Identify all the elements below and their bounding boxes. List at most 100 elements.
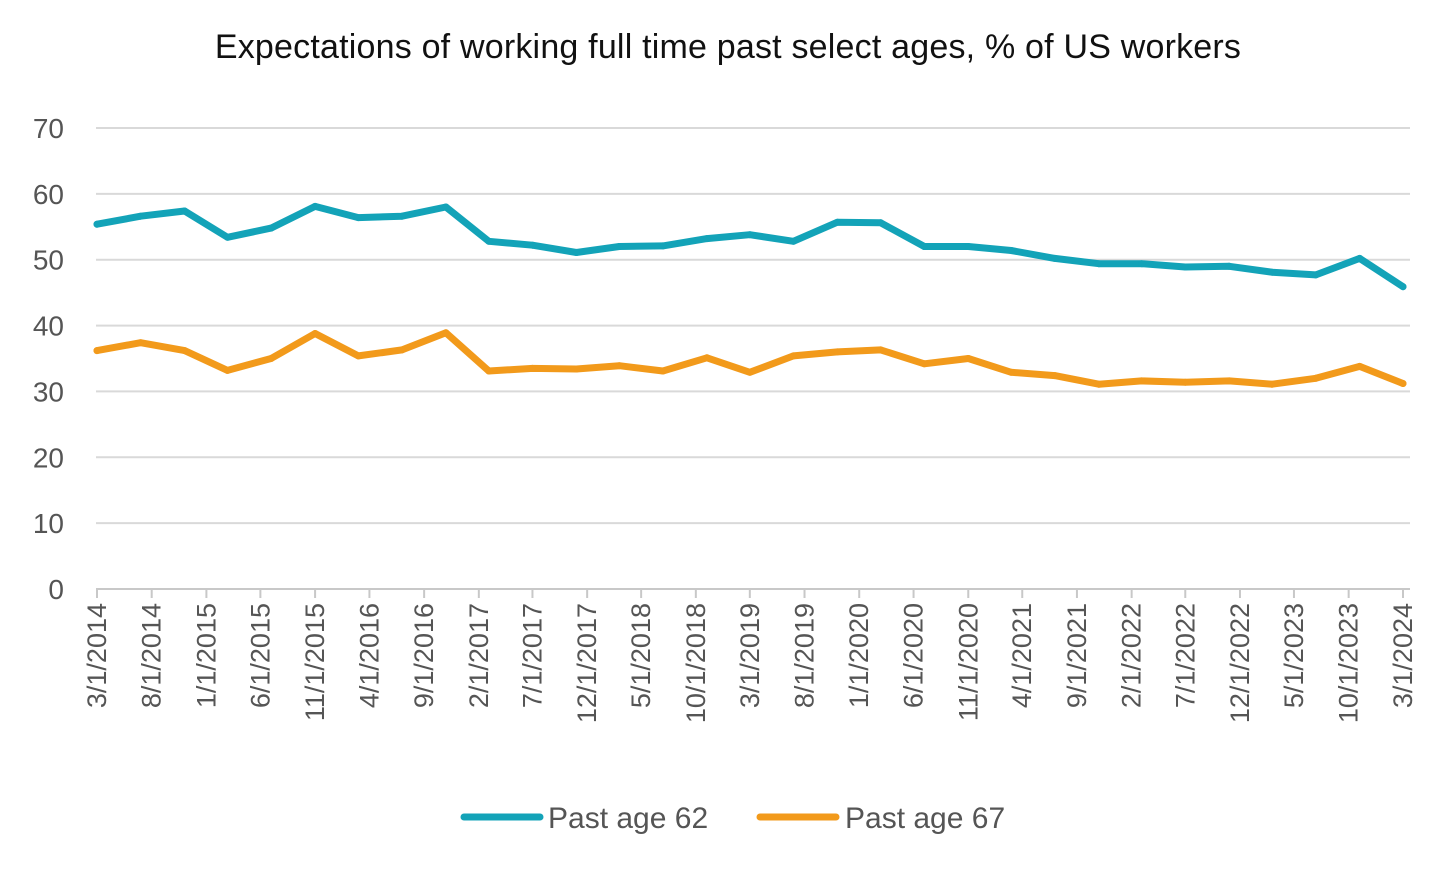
data-point [1051,254,1059,262]
y-axis-ticks: 0 10 20 30 40 50 60 70 [33,113,64,605]
x-tick-label: 8/1/2014 [137,603,167,708]
x-tick-label: 11/1/2020 [953,603,983,721]
x-tick-label: 6/1/2015 [245,603,275,708]
data-point [93,220,101,228]
x-tick-label: 1/1/2015 [191,603,221,708]
data-point [1181,263,1189,271]
data-point [964,355,972,362]
x-tick-label: 10/1/2023 [1334,603,1364,723]
data-point [789,352,797,360]
data-point [703,354,711,362]
x-tick-label: 7/1/2022 [1170,603,1200,708]
series-line [93,329,1407,388]
data-point [1225,262,1233,270]
data-point [572,365,580,373]
legend-label: Past age 62 [548,802,708,835]
series-lines [93,202,1407,388]
data-point [615,243,623,250]
data-point [1268,268,1276,276]
data-point [833,218,841,226]
data-point [485,237,493,245]
x-tick-label: 12/1/2017 [572,603,602,723]
data-point [920,360,928,368]
data-point [1181,378,1189,386]
x-tick-label: 9/1/2016 [409,603,439,708]
data-point [137,339,145,347]
x-tick-label: 5/1/2018 [626,603,656,708]
data-point [311,330,319,337]
series-group [93,202,1407,291]
series-line [93,202,1407,291]
data-point [877,346,885,354]
data-point [311,202,319,210]
data-point [1312,374,1320,382]
x-tick-label: 12/1/2022 [1225,603,1255,723]
data-point [877,219,885,227]
data-point [224,233,231,241]
data-point [442,203,450,211]
data-point [1007,247,1015,254]
data-point [1095,380,1103,388]
y-tick-label: 30 [33,376,64,407]
x-axis: 3/1/2014 8/1/2014 1/1/2015 6/1/2015 11/1/201… [82,588,1418,723]
data-point [789,237,797,245]
data-point [659,242,667,250]
data-point [137,212,145,220]
x-tick-label: 8/1/2019 [790,603,820,708]
data-point [920,243,928,250]
data-point [267,224,275,232]
x-tick-label: 6/1/2020 [899,603,929,708]
data-point [181,207,189,215]
data-point [572,249,580,256]
data-point [485,367,493,375]
data-point [181,347,189,355]
data-point [354,352,362,360]
data-point [964,243,972,250]
data-point [1007,368,1015,376]
data-point [615,362,623,370]
data-point [398,212,406,220]
x-tick-label: 11/1/2015 [300,603,330,721]
data-point [1356,254,1364,262]
x-tick-label: 3/1/2024 [1388,603,1418,708]
x-tick-label: 10/1/2018 [681,603,711,723]
data-point [398,346,406,354]
y-tick-label: 50 [33,245,64,276]
x-tick-label: 1/1/2020 [844,603,874,708]
data-point [529,241,536,249]
y-tick-label: 40 [33,311,64,342]
data-point [1095,260,1103,268]
y-tick-label: 70 [33,113,64,144]
x-tick-label: 3/1/2019 [735,603,765,708]
y-tick-label: 20 [33,442,64,473]
data-point [1268,380,1276,388]
y-tick-label: 10 [33,508,64,539]
data-point [1138,377,1146,385]
x-tick-label: 5/1/2023 [1279,603,1309,708]
legend-label: Past age 67 [845,802,1005,835]
data-point [1356,362,1364,370]
legend: Past age 62 Past age 67 [460,802,1005,835]
data-point [1399,380,1407,387]
gridlines [96,127,1410,525]
data-point [442,329,450,337]
data-point [93,347,101,355]
data-point [354,214,362,222]
data-point [1138,260,1146,268]
data-point [833,348,841,356]
x-tick-label: 9/1/2021 [1062,603,1092,708]
x-tick-label: 4/1/2016 [354,603,384,708]
x-tick-label: 7/1/2017 [517,603,547,708]
data-point [267,355,275,362]
data-point [659,367,667,375]
x-tick-label: 4/1/2021 [1007,603,1037,708]
data-point [1051,372,1059,380]
data-point [1225,377,1233,385]
y-tick-label: 0 [48,574,64,605]
data-point [1312,271,1320,279]
chart-title: Expectations of working full time past s… [214,28,1242,66]
x-tick-label: 3/1/2014 [82,603,112,708]
data-point [746,368,754,376]
